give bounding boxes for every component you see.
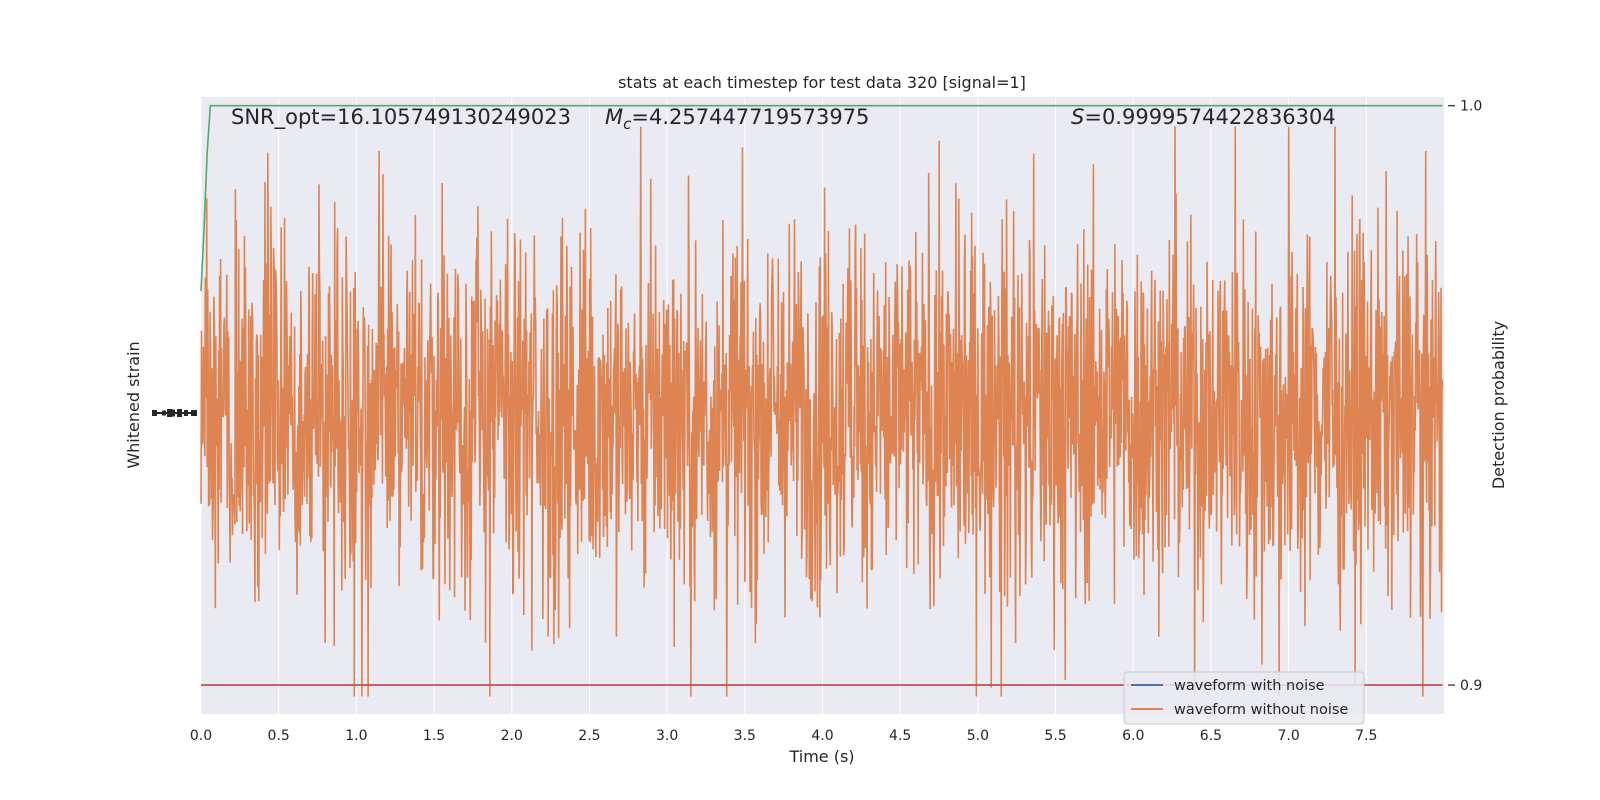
chirp-mass-subscript: c bbox=[623, 115, 632, 133]
x-tick-label: 7.5 bbox=[1355, 728, 1377, 744]
x-tick-label: 5.5 bbox=[1044, 728, 1066, 744]
left-y-axis-label: Whitened strain bbox=[124, 341, 143, 468]
x-tick-label: 4.5 bbox=[889, 728, 911, 744]
x-tick-label: 4.0 bbox=[811, 728, 833, 744]
x-tick-label: 3.5 bbox=[734, 728, 756, 744]
detection-probability-line bbox=[200, 104, 1443, 292]
x-tick-label: 3.0 bbox=[656, 728, 678, 744]
legend-box bbox=[1123, 671, 1365, 725]
x-tick-label: 5.0 bbox=[967, 728, 989, 744]
legend: waveform with noise waveform without noi… bbox=[1123, 671, 1365, 725]
x-tick-label: 1.0 bbox=[345, 728, 367, 744]
score-symbol: S bbox=[1071, 105, 1084, 129]
x-tick-label: 0.5 bbox=[268, 728, 290, 744]
x-tick-label: 6.5 bbox=[1200, 728, 1222, 744]
right-axis-ticks: 0.9 1.0 bbox=[1448, 99, 1482, 694]
x-axis-ticks: 0.0 0.5 1.0 1.5 2.0 2.5 3.0 3.5 4.0 4.5 5.0 5.5 6.0 6… bbox=[190, 728, 1378, 744]
x-tick-label: 1.5 bbox=[423, 728, 445, 744]
chart-title: stats at each timestep for test data 320… bbox=[618, 73, 1026, 92]
chirp-mass-value: =4.257447719573975 bbox=[631, 105, 869, 129]
chirp-mass-annotation: Mc=4.257447719573975 bbox=[605, 105, 869, 133]
x-tick-label: 2.5 bbox=[578, 728, 600, 744]
x-tick-label: 6.0 bbox=[1122, 728, 1144, 744]
right-tick-label: 1.0 bbox=[1460, 99, 1482, 115]
x-tick-label: 0.0 bbox=[190, 728, 212, 744]
x-tick-label: 2.0 bbox=[501, 728, 523, 744]
snr-annotation: SNR_opt=16.105749130249023 bbox=[231, 105, 571, 130]
left-axis-ticks bbox=[152, 409, 197, 417]
x-axis-label: Time (s) bbox=[788, 747, 854, 766]
x-tick-label: 7.0 bbox=[1277, 728, 1299, 744]
strain-line bbox=[200, 126, 1444, 697]
score-value: =0.9999574422836304 bbox=[1084, 105, 1335, 129]
legend-label-waveform-without-noise: waveform without noise bbox=[1174, 702, 1348, 718]
strain-series bbox=[200, 126, 1444, 697]
legend-label-waveform-with-noise: waveform with noise bbox=[1174, 678, 1325, 694]
chirp-mass-symbol: M bbox=[605, 105, 623, 129]
right-y-axis-label: Detection probability bbox=[1489, 321, 1508, 489]
score-annotation: S=0.9999574422836304 bbox=[1071, 105, 1336, 129]
right-tick-label: 0.9 bbox=[1460, 678, 1482, 694]
